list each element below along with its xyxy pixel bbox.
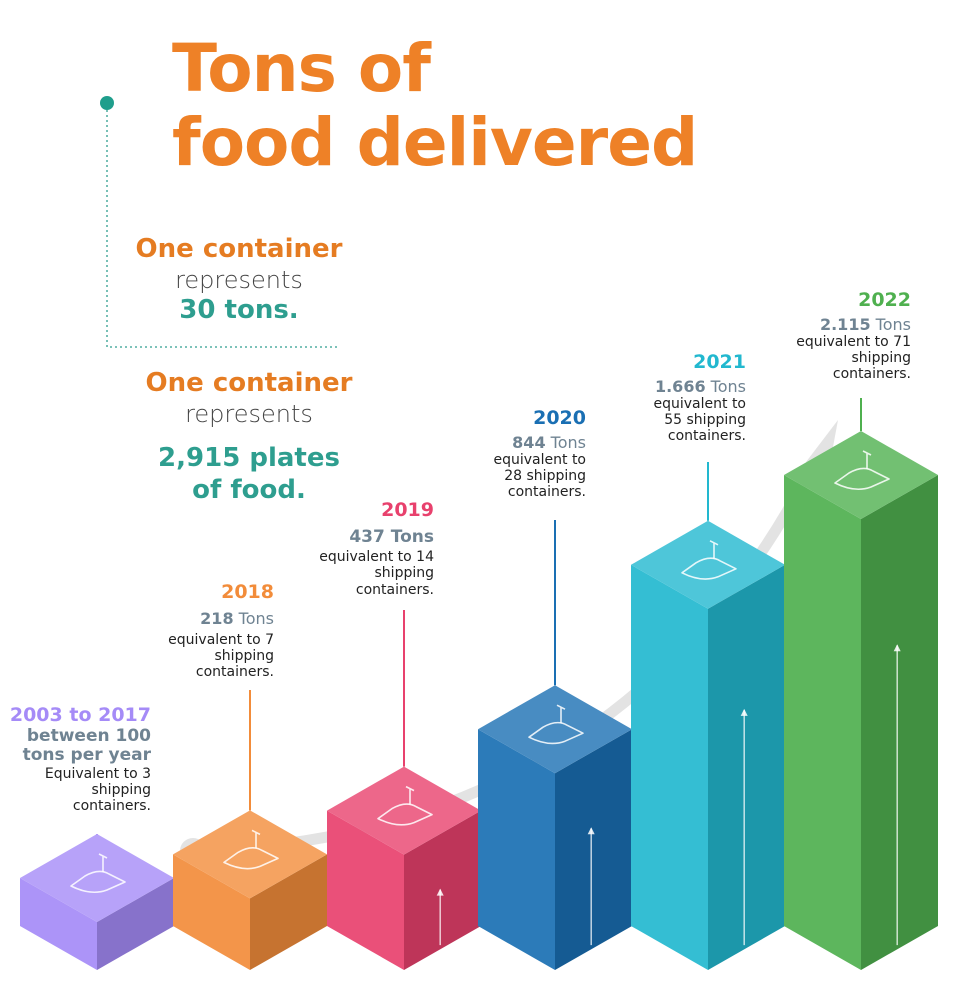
bar-6 [784,398,938,970]
note1-value: 30 tons. [179,294,299,325]
note1-text: represents [175,265,303,294]
equiv-line: 28 shipping [504,468,586,485]
equiv-line: equivalent to 14 [319,549,434,566]
label-2018: 2018 218 Tons equivalent to 7 shipping c… [168,581,274,681]
growth-arrow-tip [893,644,901,652]
tons-unit: Tons [710,376,746,396]
label-2020: 2020 844 Tons equivalent to 28 shipping … [493,407,587,501]
equiv-line: 55 shipping [664,412,746,429]
bar-right-face [404,810,481,970]
tons-value: 2.115 [819,314,871,334]
tons-value: between 100 [26,725,151,746]
year-label: 2022 [858,289,911,311]
label-2019: 2019 437 Tons equivalent to 14 shipping … [319,499,434,598]
label-2021: 2021 1.666 Tons equivalent to 55 shippin… [653,351,747,445]
equiv-line: shipping [91,782,151,799]
bar-left-face [631,564,708,970]
label-2022: 2022 2.115 Tons equivalent to 71 shippin… [796,289,911,383]
year-label: 2003 to 2017 [9,704,151,726]
note1-heading: One container [135,234,343,264]
tons-label: 1.666 Tons [654,376,746,396]
bar-5 [631,462,785,970]
growth-arrow-tip [436,888,444,896]
equiv-line: equivalent to [653,396,747,413]
note2-value-2: of food. [192,474,306,505]
label-2003-2017: 2003 to 2017 between 100 tons per year E… [9,704,151,815]
bar-right-face [708,564,785,970]
equiv-line: shipping [214,648,274,665]
tons-label: between 100 [10,725,151,747]
dotted-bracket [106,110,338,348]
page-title: Tons of food delivered [172,30,698,181]
bar-top-face [173,810,327,899]
tons-unit: Tons [550,432,586,452]
tons-unit: Tons [238,608,274,628]
food-bowl-icon [377,785,433,826]
container-plates-note: One container represents 2,915 plates of… [122,368,376,506]
food-bowl-icon [834,450,890,491]
bar-3 [327,610,481,970]
bar-right-face [97,878,174,970]
equiv-line: containers. [667,428,746,445]
tons-value: 844 [512,432,546,452]
bar-left-face [478,729,555,970]
food-bowl-icon [528,704,584,745]
tons-label: 218 Tons [168,608,274,628]
bar-top-face [20,834,174,922]
year-label: 2021 [693,351,746,373]
equiv-line: shipping [851,350,911,367]
bar-4 [478,520,632,970]
note2-heading: One container [145,368,353,398]
bar-top-face [631,520,785,609]
bar-top-face [478,685,632,774]
equiv-line: containers. [832,366,911,383]
year-label: 2018 [221,581,274,603]
bar-right-face [250,854,327,970]
tons-unit: Tons [875,314,911,334]
note2-text: represents [185,399,313,428]
title-line-2: food delivered [172,104,698,181]
growth-arrow-tip [740,708,748,716]
year-label: 2019 [381,499,434,521]
equiv-line: equivalent to [493,452,587,469]
bracket-dot [100,96,114,110]
growth-arrow-tip [587,827,595,835]
tons-label: 437 Tons [319,526,434,548]
equiv-line: containers. [195,664,274,681]
bar-right-face [861,475,938,970]
equiv-line: shipping [374,565,434,582]
year-label: 2020 [533,407,586,429]
equiv-line: equivalent to 71 [796,334,911,351]
food-bowl-icon [223,829,279,870]
bar-left-face [784,475,861,970]
tons-value: 437 [349,526,385,547]
bar-1 [20,834,174,970]
tons-label: 2.115 Tons [796,314,911,334]
tons-value: 218 [200,608,234,628]
tons-unit: tons per year [22,745,151,766]
bar-right-face [555,729,632,970]
tons-unit: Tons [390,526,434,547]
food-bowl-icon [70,853,126,894]
bar-left-face [20,878,97,970]
bar-top-face [784,431,938,519]
tons-value: 1.666 [654,376,706,396]
equiv-line: containers. [507,484,586,501]
tons-label: 844 Tons [494,432,586,452]
equiv-line: Equivalent to 3 [44,765,151,782]
bar-2 [173,690,327,970]
equiv-line: containers. [72,798,151,815]
container-tons-note: One container represents 30 tons. [122,234,356,327]
bar-left-face [327,810,404,970]
equiv-line: equivalent to 7 [168,632,274,649]
note2-value-1: 2,915 plates [158,442,340,473]
bar-top-face [327,766,481,855]
title-line-1: Tons of [172,30,431,107]
food-bowl-icon [681,540,737,580]
bar-left-face [173,854,250,970]
equiv-line: containers. [355,581,434,598]
